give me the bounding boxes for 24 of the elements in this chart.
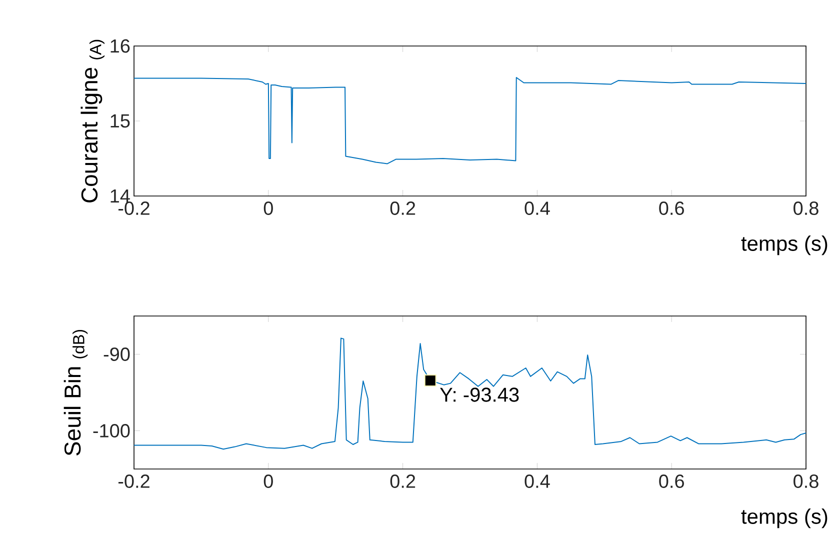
x-tick-label: -0.2 — [118, 202, 150, 215]
x-tick-label: 0.2 — [390, 474, 416, 488]
y-axis-title: Seuil Bin $_{(dB)}$ — [64, 330, 88, 456]
x-tick-label: 0.4 — [524, 202, 550, 215]
line-series — [134, 76, 806, 164]
x-axis-title: temps (s) — [741, 236, 828, 256]
y-tick-label: 15 — [110, 114, 130, 128]
x-tick-label: 0 — [264, 202, 273, 215]
x-axis-title: temps (s) — [741, 508, 828, 528]
line-series — [134, 338, 806, 450]
y-tick-label: -100 — [93, 424, 130, 438]
y-tick-label: -90 — [104, 348, 130, 361]
x-tick-label: -0.2 — [118, 474, 150, 488]
y-axis-title: Courant ligne $_{(A)}$ — [80, 40, 104, 202]
x-tick-label: 0.4 — [524, 474, 550, 488]
x-tick-label: 0.6 — [659, 202, 684, 215]
y-tick-label: 14 — [110, 189, 130, 203]
x-tick-label: 0.2 — [390, 202, 416, 215]
y-tick-label: 16 — [110, 39, 130, 53]
x-tick-label: 0.6 — [659, 474, 684, 488]
annotation: Y: -93.43 — [440, 388, 519, 402]
x-tick-label: 0.8 — [794, 202, 818, 215]
x-tick-label: 0 — [264, 474, 273, 488]
x-tick-label: 0.8 — [794, 474, 818, 488]
